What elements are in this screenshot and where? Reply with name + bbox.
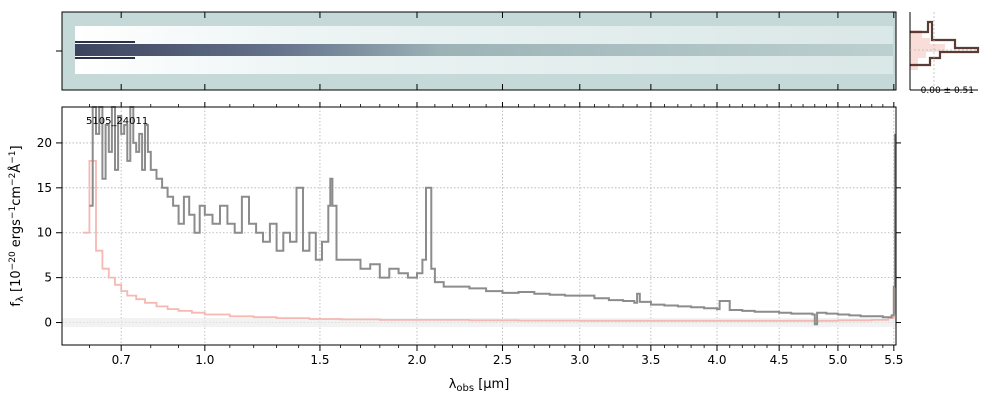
x-tick-label: 5.0 (828, 353, 847, 367)
y-tick-label: 15 (37, 181, 52, 195)
y-tick-label: 20 (37, 136, 52, 150)
zero-band-fill (62, 318, 896, 328)
plot-area (62, 107, 896, 345)
y-tick-label: 5 (44, 271, 52, 285)
y-axis-ticks: 0 5 10 15 20 (37, 136, 901, 330)
2d-spectrum-trace-core (75, 44, 893, 56)
plot-frame (61, 106, 897, 346)
series-flux (89, 106, 896, 326)
2d-spectrum-noise-lower (75, 57, 135, 59)
x-tick-label: 4.0 (707, 353, 726, 367)
x-tick-label: 1.0 (195, 353, 214, 367)
zero-band (62, 318, 896, 328)
x-axis-label: λobs [μm] (449, 377, 510, 394)
x-tick-label: 3.0 (570, 353, 589, 367)
2d-spectrum-panel (56, 11, 897, 91)
1d-spectrum-panel: 0.7 1.0 1.5 2.0 2.5 3.0 3.5 4.0 4.5 5.0 5.5 0 5 10 15… (8, 102, 903, 394)
x-tick-label: 0.7 (112, 353, 131, 367)
profile-panel: 0.00 ± 0.51 (909, 12, 980, 96)
x-axis-ticks: 0.7 1.0 1.5 2.0 2.5 3.0 3.5 4.0 4.5 5.0 5.5 (88, 102, 903, 367)
2d-spectrum-noise-upper (75, 41, 135, 43)
x-tick-label: 5.5 (884, 353, 903, 367)
x-tick-label: 1.5 (310, 353, 329, 367)
profile-label: 0.00 ± 0.51 (921, 86, 974, 96)
grid (62, 107, 896, 345)
series-error (82, 151, 896, 322)
y-tick-label: 0 (44, 316, 52, 330)
profile-line (910, 20, 980, 67)
x-tick-label: 2.5 (493, 353, 512, 367)
series-layer (82, 106, 896, 326)
x-tick-label: 2.0 (407, 353, 426, 367)
2d-spectrum-ticks (56, 12, 895, 90)
x-tick-label: 4.5 (770, 353, 789, 367)
x-tick-label: 3.5 (641, 353, 660, 367)
object-id-label: 5105_24011 (86, 116, 148, 127)
y-tick-label: 10 (37, 226, 52, 240)
y-axis-label: fλ [10−20 ergs−1cm−2Å−1] (8, 145, 26, 306)
